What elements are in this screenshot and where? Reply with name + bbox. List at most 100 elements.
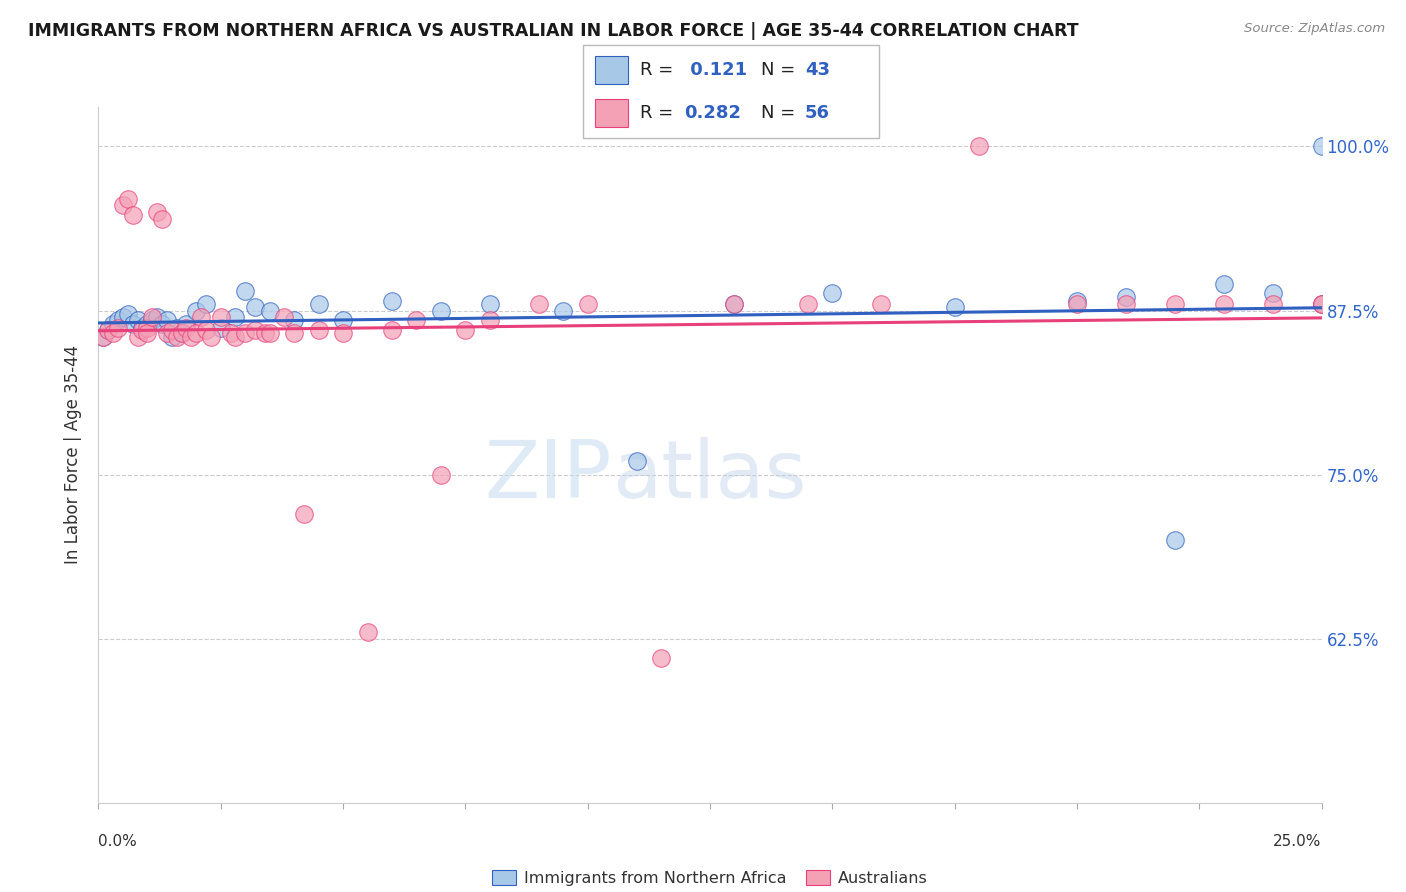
Point: [186, 326, 208, 340]
Point: [127, 312, 149, 326]
Point: [166, 330, 188, 344]
Text: 43: 43: [804, 61, 830, 78]
Point: [107, 312, 129, 326]
Point: [1066, 297, 1088, 311]
Text: 0.0%: 0.0%: [98, 834, 138, 849]
Point: [136, 326, 159, 340]
Point: [101, 317, 124, 331]
Point: [650, 651, 672, 665]
Point: [553, 303, 575, 318]
Point: [405, 312, 427, 326]
Point: [332, 326, 354, 340]
Text: R =: R =: [640, 104, 679, 122]
Point: [283, 312, 305, 326]
Point: [1310, 297, 1333, 311]
Point: [97, 323, 120, 337]
Point: [1066, 294, 1088, 309]
Point: [170, 326, 193, 340]
Point: [141, 310, 163, 324]
Point: [797, 297, 820, 311]
Point: [259, 326, 281, 340]
Point: [243, 300, 266, 314]
Point: [292, 507, 315, 521]
Point: [91, 330, 114, 344]
Point: [870, 297, 893, 311]
Point: [233, 284, 256, 298]
Point: [111, 310, 134, 324]
Point: [111, 198, 134, 212]
Point: [121, 208, 143, 222]
Y-axis label: In Labor Force | Age 35-44: In Labor Force | Age 35-44: [65, 345, 83, 565]
Point: [273, 310, 295, 324]
Text: N =: N =: [761, 104, 800, 122]
Text: 56: 56: [804, 104, 830, 122]
Point: [1115, 297, 1137, 311]
Point: [166, 320, 188, 334]
Point: [190, 310, 212, 324]
Text: Source: ZipAtlas.com: Source: ZipAtlas.com: [1244, 22, 1385, 36]
FancyBboxPatch shape: [595, 99, 627, 127]
Point: [283, 326, 305, 340]
Point: [478, 312, 501, 326]
Point: [308, 297, 330, 311]
Point: [224, 330, 246, 344]
FancyBboxPatch shape: [583, 45, 879, 138]
Point: [454, 323, 477, 337]
Point: [101, 326, 124, 340]
Point: [121, 317, 143, 331]
Point: [233, 326, 256, 340]
Point: [180, 330, 202, 344]
Point: [117, 192, 139, 206]
Point: [943, 300, 966, 314]
Point: [1310, 297, 1333, 311]
Point: [1212, 297, 1234, 311]
Point: [107, 320, 129, 334]
Point: [626, 454, 648, 468]
Text: ZIP: ZIP: [485, 437, 612, 515]
Point: [209, 320, 232, 334]
Point: [131, 320, 153, 334]
Point: [381, 323, 404, 337]
Text: 0.121: 0.121: [683, 61, 747, 78]
Point: [1261, 297, 1284, 311]
Point: [150, 211, 173, 226]
Legend: Immigrants from Northern Africa, Australians: Immigrants from Northern Africa, Austral…: [486, 863, 934, 892]
Point: [430, 303, 453, 318]
Text: IMMIGRANTS FROM NORTHERN AFRICA VS AUSTRALIAN IN LABOR FORCE | AGE 35-44 CORRELA: IMMIGRANTS FROM NORTHERN AFRICA VS AUSTR…: [28, 22, 1078, 40]
Point: [195, 297, 218, 311]
Point: [1164, 297, 1187, 311]
Text: 25.0%: 25.0%: [1274, 834, 1322, 849]
Text: 0.282: 0.282: [683, 104, 741, 122]
Point: [381, 294, 404, 309]
Point: [150, 317, 173, 331]
Point: [253, 326, 276, 340]
Point: [156, 326, 179, 340]
Point: [131, 323, 153, 337]
Text: atlas: atlas: [612, 437, 807, 515]
Point: [224, 310, 246, 324]
Point: [136, 317, 159, 331]
Point: [160, 323, 183, 337]
Point: [170, 326, 193, 340]
Point: [243, 323, 266, 337]
Point: [200, 330, 222, 344]
Point: [1261, 286, 1284, 301]
Point: [160, 330, 183, 344]
Point: [176, 320, 198, 334]
Point: [219, 326, 242, 340]
Point: [821, 286, 844, 301]
Point: [308, 323, 330, 337]
Point: [576, 297, 599, 311]
Point: [1310, 297, 1333, 311]
Point: [356, 625, 378, 640]
Point: [156, 312, 179, 326]
Point: [478, 297, 501, 311]
Point: [141, 312, 163, 326]
Point: [527, 297, 550, 311]
Point: [209, 310, 232, 324]
Point: [430, 467, 453, 482]
Point: [1212, 277, 1234, 292]
Point: [127, 330, 149, 344]
FancyBboxPatch shape: [595, 56, 627, 84]
Point: [91, 330, 114, 344]
